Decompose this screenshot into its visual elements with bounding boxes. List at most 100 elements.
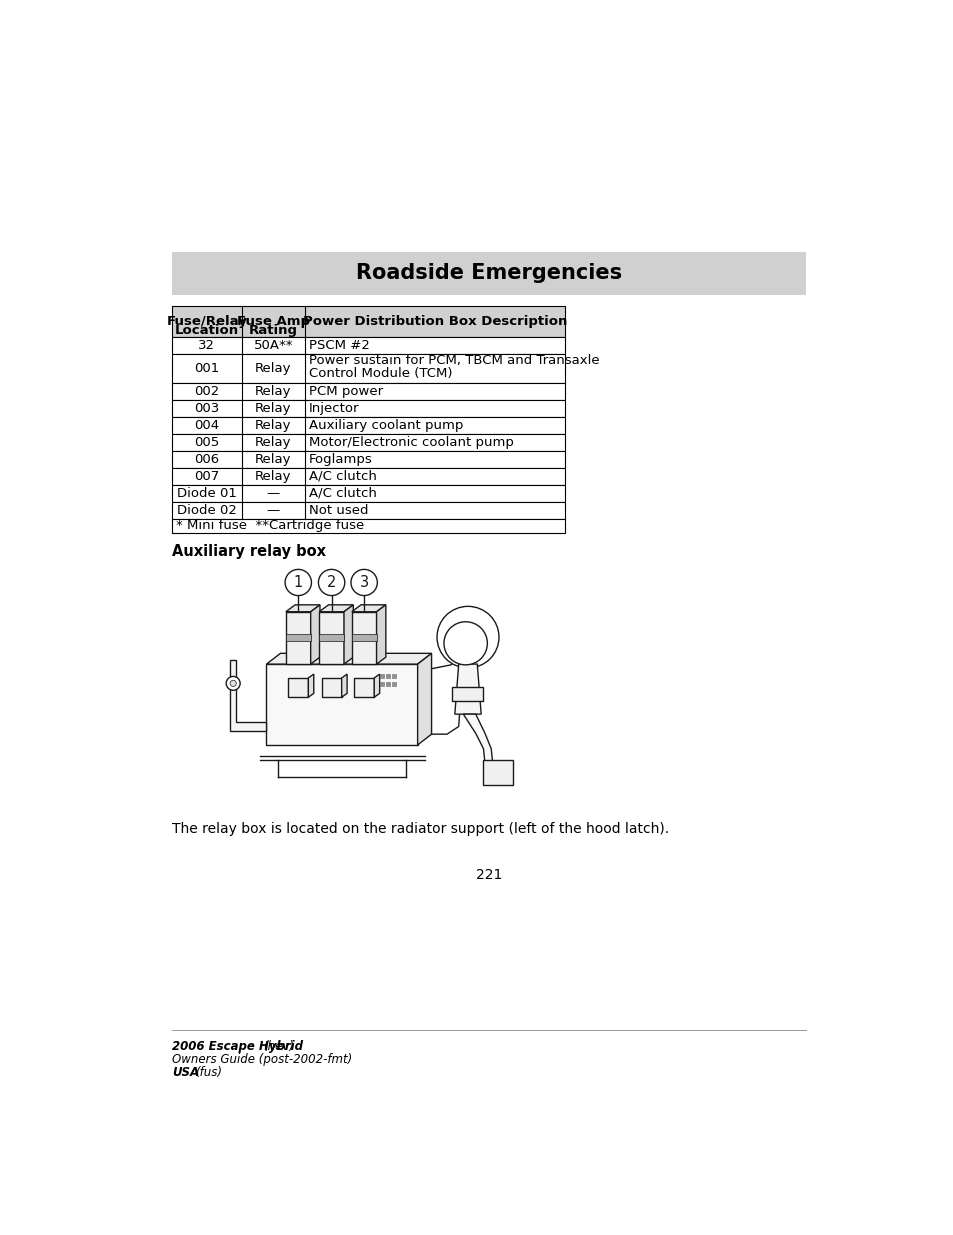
Text: (fus): (fus)	[195, 1066, 222, 1079]
Polygon shape	[286, 605, 319, 611]
Circle shape	[318, 569, 344, 595]
Text: Auxiliary coolant pump: Auxiliary coolant pump	[309, 419, 463, 432]
FancyBboxPatch shape	[172, 501, 564, 519]
Text: Roadside Emergencies: Roadside Emergencies	[355, 263, 621, 283]
Text: Motor/Electronic coolant pump: Motor/Electronic coolant pump	[309, 436, 514, 448]
Text: A/C clutch: A/C clutch	[309, 487, 376, 500]
FancyBboxPatch shape	[172, 468, 564, 484]
Polygon shape	[286, 634, 311, 641]
Polygon shape	[286, 611, 311, 664]
Polygon shape	[311, 605, 319, 664]
Polygon shape	[354, 678, 374, 698]
Text: Relay: Relay	[255, 385, 292, 398]
Text: 002: 002	[194, 385, 219, 398]
Text: Location: Location	[174, 324, 238, 337]
Circle shape	[285, 569, 311, 595]
Text: 50A**: 50A**	[253, 338, 293, 352]
FancyBboxPatch shape	[392, 682, 395, 685]
Polygon shape	[321, 678, 341, 698]
Text: Fuse Amp: Fuse Amp	[236, 315, 310, 327]
Polygon shape	[341, 674, 347, 698]
Polygon shape	[352, 611, 376, 664]
FancyBboxPatch shape	[172, 519, 564, 534]
FancyBboxPatch shape	[172, 252, 805, 294]
Text: Foglamps: Foglamps	[309, 453, 373, 466]
Polygon shape	[288, 678, 308, 698]
Text: 005: 005	[194, 436, 219, 448]
Text: Rating: Rating	[249, 324, 297, 337]
Polygon shape	[463, 714, 493, 764]
Text: PSCM #2: PSCM #2	[309, 338, 370, 352]
Text: (hev): (hev)	[263, 1040, 294, 1053]
FancyBboxPatch shape	[379, 674, 383, 678]
FancyBboxPatch shape	[172, 353, 564, 383]
Text: Power sustain for PCM, TBCM and Transaxle: Power sustain for PCM, TBCM and Transaxl…	[309, 354, 599, 367]
Circle shape	[436, 606, 498, 668]
Polygon shape	[319, 605, 353, 611]
Text: 3: 3	[359, 576, 368, 590]
Polygon shape	[352, 605, 385, 611]
FancyBboxPatch shape	[172, 484, 564, 501]
Text: Diode 02: Diode 02	[176, 504, 236, 516]
Polygon shape	[319, 611, 344, 664]
Text: Relay: Relay	[255, 362, 292, 375]
Text: Control Module (TCM): Control Module (TCM)	[309, 367, 452, 379]
Text: 2006 Escape Hybrid: 2006 Escape Hybrid	[172, 1040, 303, 1053]
Polygon shape	[452, 687, 483, 701]
Text: Injector: Injector	[309, 401, 359, 415]
FancyBboxPatch shape	[172, 383, 564, 400]
FancyBboxPatch shape	[172, 337, 564, 353]
Text: Relay: Relay	[255, 469, 292, 483]
Text: Relay: Relay	[255, 419, 292, 432]
Polygon shape	[266, 664, 417, 745]
Polygon shape	[319, 634, 344, 641]
Text: * Mini fuse  **Cartridge fuse: * Mini fuse **Cartridge fuse	[175, 520, 364, 532]
Polygon shape	[376, 605, 385, 664]
Text: A/C clutch: A/C clutch	[309, 469, 376, 483]
FancyBboxPatch shape	[385, 682, 390, 685]
Polygon shape	[266, 653, 431, 664]
Polygon shape	[455, 664, 480, 714]
Polygon shape	[483, 761, 513, 785]
FancyBboxPatch shape	[385, 674, 390, 678]
Text: 003: 003	[194, 401, 219, 415]
Text: 221: 221	[476, 868, 501, 882]
Circle shape	[443, 621, 487, 664]
Text: 006: 006	[194, 453, 219, 466]
FancyBboxPatch shape	[172, 417, 564, 433]
Text: —: —	[267, 504, 280, 516]
Polygon shape	[417, 653, 431, 745]
Polygon shape	[374, 674, 379, 698]
Text: Owners Guide (post-2002-fmt): Owners Guide (post-2002-fmt)	[172, 1053, 352, 1066]
Text: Relay: Relay	[255, 401, 292, 415]
Text: 32: 32	[198, 338, 215, 352]
Polygon shape	[308, 674, 314, 698]
Text: Relay: Relay	[255, 436, 292, 448]
FancyBboxPatch shape	[172, 306, 564, 337]
FancyBboxPatch shape	[172, 451, 564, 468]
Text: PCM power: PCM power	[309, 385, 383, 398]
Text: The relay box is located on the radiator support (left of the hood latch).: The relay box is located on the radiator…	[172, 823, 668, 836]
Text: 2: 2	[327, 576, 336, 590]
FancyBboxPatch shape	[172, 433, 564, 451]
FancyBboxPatch shape	[379, 682, 383, 685]
Text: Fuse/Relay: Fuse/Relay	[166, 315, 247, 327]
Text: USA: USA	[172, 1066, 199, 1079]
Text: Not used: Not used	[309, 504, 368, 516]
Text: Diode 01: Diode 01	[176, 487, 236, 500]
Text: 001: 001	[194, 362, 219, 375]
Text: Relay: Relay	[255, 453, 292, 466]
Polygon shape	[230, 661, 266, 731]
Text: 004: 004	[194, 419, 219, 432]
Text: Power Distribution Box Description: Power Distribution Box Description	[302, 315, 567, 329]
Text: 1: 1	[294, 576, 303, 590]
Circle shape	[226, 677, 240, 690]
Polygon shape	[344, 605, 353, 664]
FancyBboxPatch shape	[172, 400, 564, 417]
Circle shape	[351, 569, 377, 595]
FancyBboxPatch shape	[392, 674, 395, 678]
Text: —: —	[267, 487, 280, 500]
Circle shape	[230, 680, 236, 687]
Polygon shape	[352, 634, 376, 641]
Text: 007: 007	[194, 469, 219, 483]
